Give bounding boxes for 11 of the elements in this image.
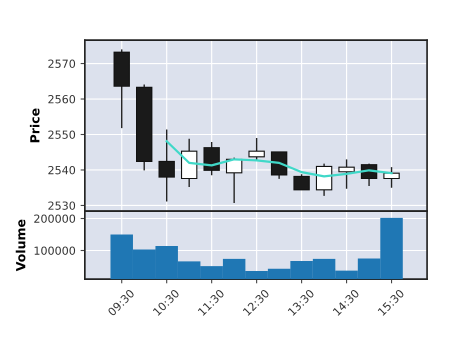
candlestick xyxy=(293,174,310,191)
y-tick-label: 2560 xyxy=(48,94,76,104)
y-tick-label: 100000 xyxy=(34,246,76,255)
y-axis-title: Price xyxy=(30,108,40,142)
y-tick-label: 2550 xyxy=(48,130,76,139)
y-tick-label: 2530 xyxy=(48,201,76,210)
y-axis-title: Volume xyxy=(16,220,26,272)
candlestick xyxy=(203,141,220,176)
y-tick-label: 2570 xyxy=(48,60,76,68)
y-tick-label: 200000 xyxy=(34,214,76,223)
y-tick-label: 2540 xyxy=(48,166,76,174)
